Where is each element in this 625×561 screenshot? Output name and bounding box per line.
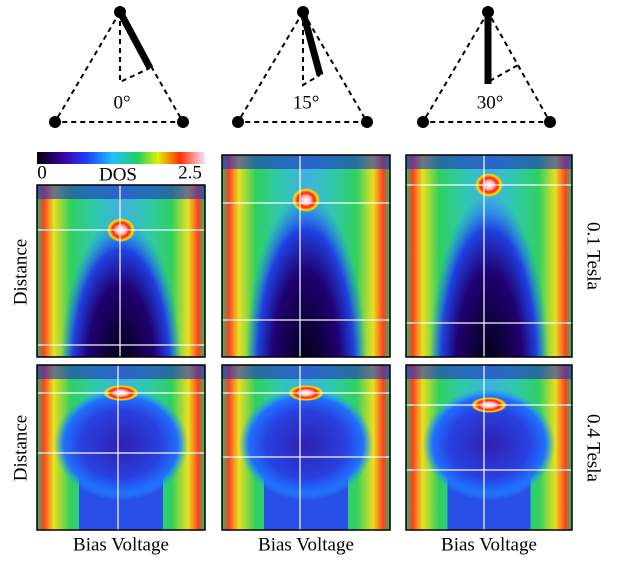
top-band [37, 185, 205, 199]
dos-region [422, 388, 556, 501]
y-axis-label: Distance [10, 239, 31, 305]
x-axis-label: Bias Voltage [73, 534, 169, 555]
y-axis-label: Distance [10, 415, 31, 481]
heatmap-panel [406, 365, 572, 530]
panel-frame [405, 154, 573, 358]
diagram: 0° [49, 6, 189, 128]
panel-frame [221, 154, 391, 358]
top-band [37, 365, 205, 379]
row-label: 0.4 Tesla [583, 414, 604, 483]
diagram: 30° [417, 6, 556, 128]
heatmap-panel [222, 155, 390, 357]
heatmap-panel [37, 365, 205, 530]
row-label: 0.1 Tesla [583, 222, 604, 291]
colorbar-label: DOS [99, 164, 137, 185]
dos-region [238, 388, 374, 501]
dos-region [245, 195, 367, 357]
angle-label: 30° [477, 92, 504, 113]
colorbar-gradient [37, 152, 205, 164]
colorbar: 0 DOS 2.5 [37, 152, 205, 185]
top-band [222, 365, 390, 379]
heatmap-panel [222, 365, 390, 530]
dos-region [429, 195, 549, 357]
top-band [222, 155, 390, 169]
panel-frame [36, 184, 206, 358]
tip-diagrams: 0° 15° 30° [49, 6, 556, 128]
x-axis-label: Bias Voltage [258, 534, 354, 555]
angle-label: 15° [293, 92, 320, 113]
dos-region [60, 220, 182, 357]
heatmap-panel [406, 155, 572, 357]
colorbar-min: 0 [37, 162, 47, 183]
panel-frame [405, 364, 573, 531]
top-band [406, 365, 572, 379]
heatmaps [36, 154, 573, 531]
panel-frame [221, 364, 391, 531]
top-band [406, 155, 572, 169]
heatmap-panel [37, 185, 205, 357]
dos-region [53, 388, 189, 501]
hot-spot [292, 188, 320, 212]
x-axis-label: Bias Voltage [441, 534, 537, 555]
diagram: 15° [232, 6, 373, 128]
panel-frame [36, 364, 206, 531]
angle-label: 0° [113, 92, 130, 113]
colorbar-max: 2.5 [178, 162, 202, 183]
